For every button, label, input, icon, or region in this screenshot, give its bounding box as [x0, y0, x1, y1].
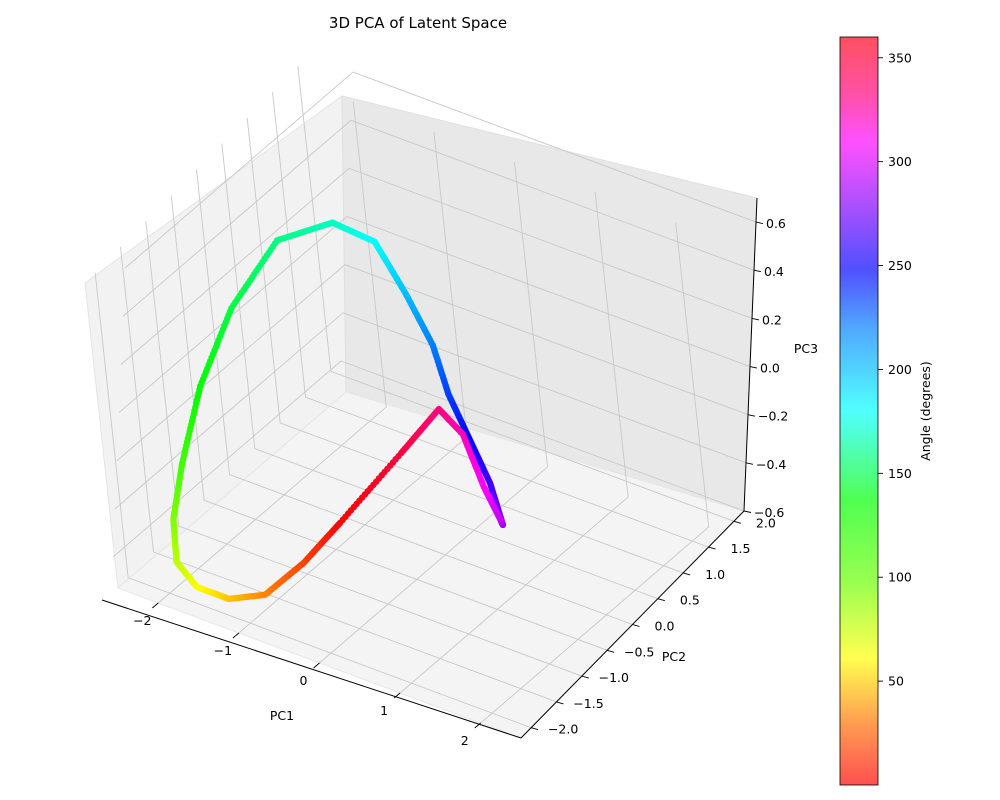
y-tick-label: −1.5 — [573, 696, 603, 711]
y-tick-label: 1.0 — [705, 567, 725, 582]
y-tick-mark — [683, 572, 691, 576]
colorbar-tick-label: 100 — [888, 570, 912, 585]
y-tick-mark — [531, 727, 539, 731]
z-tick-label: 0.2 — [762, 312, 782, 327]
axes: −2−1012−2.0−1.5−1.0−0.50.00.51.01.52.0−0… — [101, 197, 788, 748]
colorbar-tick-label: 250 — [888, 258, 912, 273]
y-tick-mark — [733, 520, 741, 524]
colorbar-tick-label: 150 — [888, 466, 912, 481]
x-tick-label: −2 — [133, 613, 151, 628]
x-tick-mark — [232, 632, 240, 639]
y-tick-label: 2.0 — [756, 515, 776, 530]
colorbar-tick-label: 300 — [888, 154, 912, 169]
grid-line-pc1 — [399, 191, 629, 694]
y-tick-label: −0.5 — [624, 644, 654, 659]
grid-line-pc1 — [319, 161, 548, 664]
x-tick-mark — [313, 662, 320, 669]
grid-line-pc3 — [118, 216, 751, 413]
y-tick-mark — [556, 701, 564, 705]
y-tick-label: −2.0 — [548, 722, 578, 737]
grid-line-pc1 — [480, 221, 710, 724]
grid-line-pc2 — [196, 169, 633, 625]
z-tick-mark — [747, 414, 756, 417]
grid-line-pc2 — [272, 92, 709, 548]
z-tick-label: 0.0 — [760, 361, 780, 376]
y-tick-mark — [708, 546, 716, 550]
y-axis-line — [520, 510, 745, 739]
grid-lines — [94, 66, 757, 729]
colorbar-label: Angle (degrees) — [918, 361, 933, 461]
z-tick-mark — [755, 221, 764, 225]
y-tick-mark — [581, 675, 589, 679]
grid-line-pc2 — [94, 272, 532, 729]
x-tick-label: −1 — [214, 643, 232, 658]
x-tick-label: 0 — [300, 673, 308, 688]
grid-line-pc2 — [297, 66, 735, 522]
grid-line-pc3 — [120, 167, 753, 365]
x-tick-mark — [152, 602, 159, 609]
colorbar-ticks: 50 100 150 200 250 300 350 — [878, 50, 912, 689]
z-tick-label: −0.6 — [754, 505, 784, 520]
z-tick-label: −0.4 — [756, 457, 786, 472]
grid-line-pc3 — [112, 360, 745, 558]
colorbar — [839, 36, 879, 786]
x-axis-label: PC1 — [270, 708, 294, 723]
grid-line-pc3 — [124, 71, 757, 269]
y-tick-mark — [632, 624, 640, 627]
grid-line-pc3 — [116, 264, 749, 462]
x-tick-label: 1 — [380, 703, 388, 718]
z-tick-mark — [751, 317, 760, 321]
z-tick-mark — [743, 510, 752, 513]
y-tick-label: 0.0 — [655, 619, 675, 634]
z-axis-line — [743, 197, 758, 512]
z-tick-mark — [745, 462, 754, 465]
grid-line-pc2 — [120, 246, 557, 703]
z-axis-label: PC3 — [794, 341, 818, 356]
grid-line-pc3 — [122, 119, 755, 317]
grid-line-pc3 — [114, 312, 747, 510]
chart-title: 3D PCA of Latent Space — [329, 14, 507, 32]
z-tick-label: 0.4 — [764, 264, 784, 279]
data-points — [170, 219, 507, 603]
colorbar-tick-label: 350 — [888, 50, 912, 65]
grid-line-pc1 — [158, 101, 387, 604]
colorbar-tick-label: 50 — [888, 674, 904, 689]
grid-line-pc2 — [145, 221, 582, 677]
x-axis-line — [101, 599, 522, 739]
grid-line-pc2 — [221, 143, 658, 600]
z-tick-label: 0.6 — [766, 216, 786, 231]
y-tick-label: 1.5 — [731, 541, 751, 556]
z-tick-label: −0.2 — [758, 409, 788, 424]
y-axis-label: PC2 — [662, 649, 686, 664]
y-tick-mark — [607, 649, 615, 653]
grid-line-pc2 — [246, 117, 684, 574]
grid-line-pc2 — [170, 195, 608, 651]
x-tick-label: 2 — [461, 733, 469, 748]
y-tick-label: 0.5 — [680, 593, 700, 608]
y-tick-mark — [657, 598, 665, 602]
y-tick-label: −1.0 — [599, 670, 629, 685]
data-point — [339, 516, 346, 524]
z-tick-mark — [753, 269, 762, 273]
x-tick-mark — [474, 722, 481, 729]
z-tick-mark — [749, 366, 758, 369]
x-tick-mark — [393, 692, 401, 699]
colorbar-tick-label: 200 — [888, 362, 912, 377]
